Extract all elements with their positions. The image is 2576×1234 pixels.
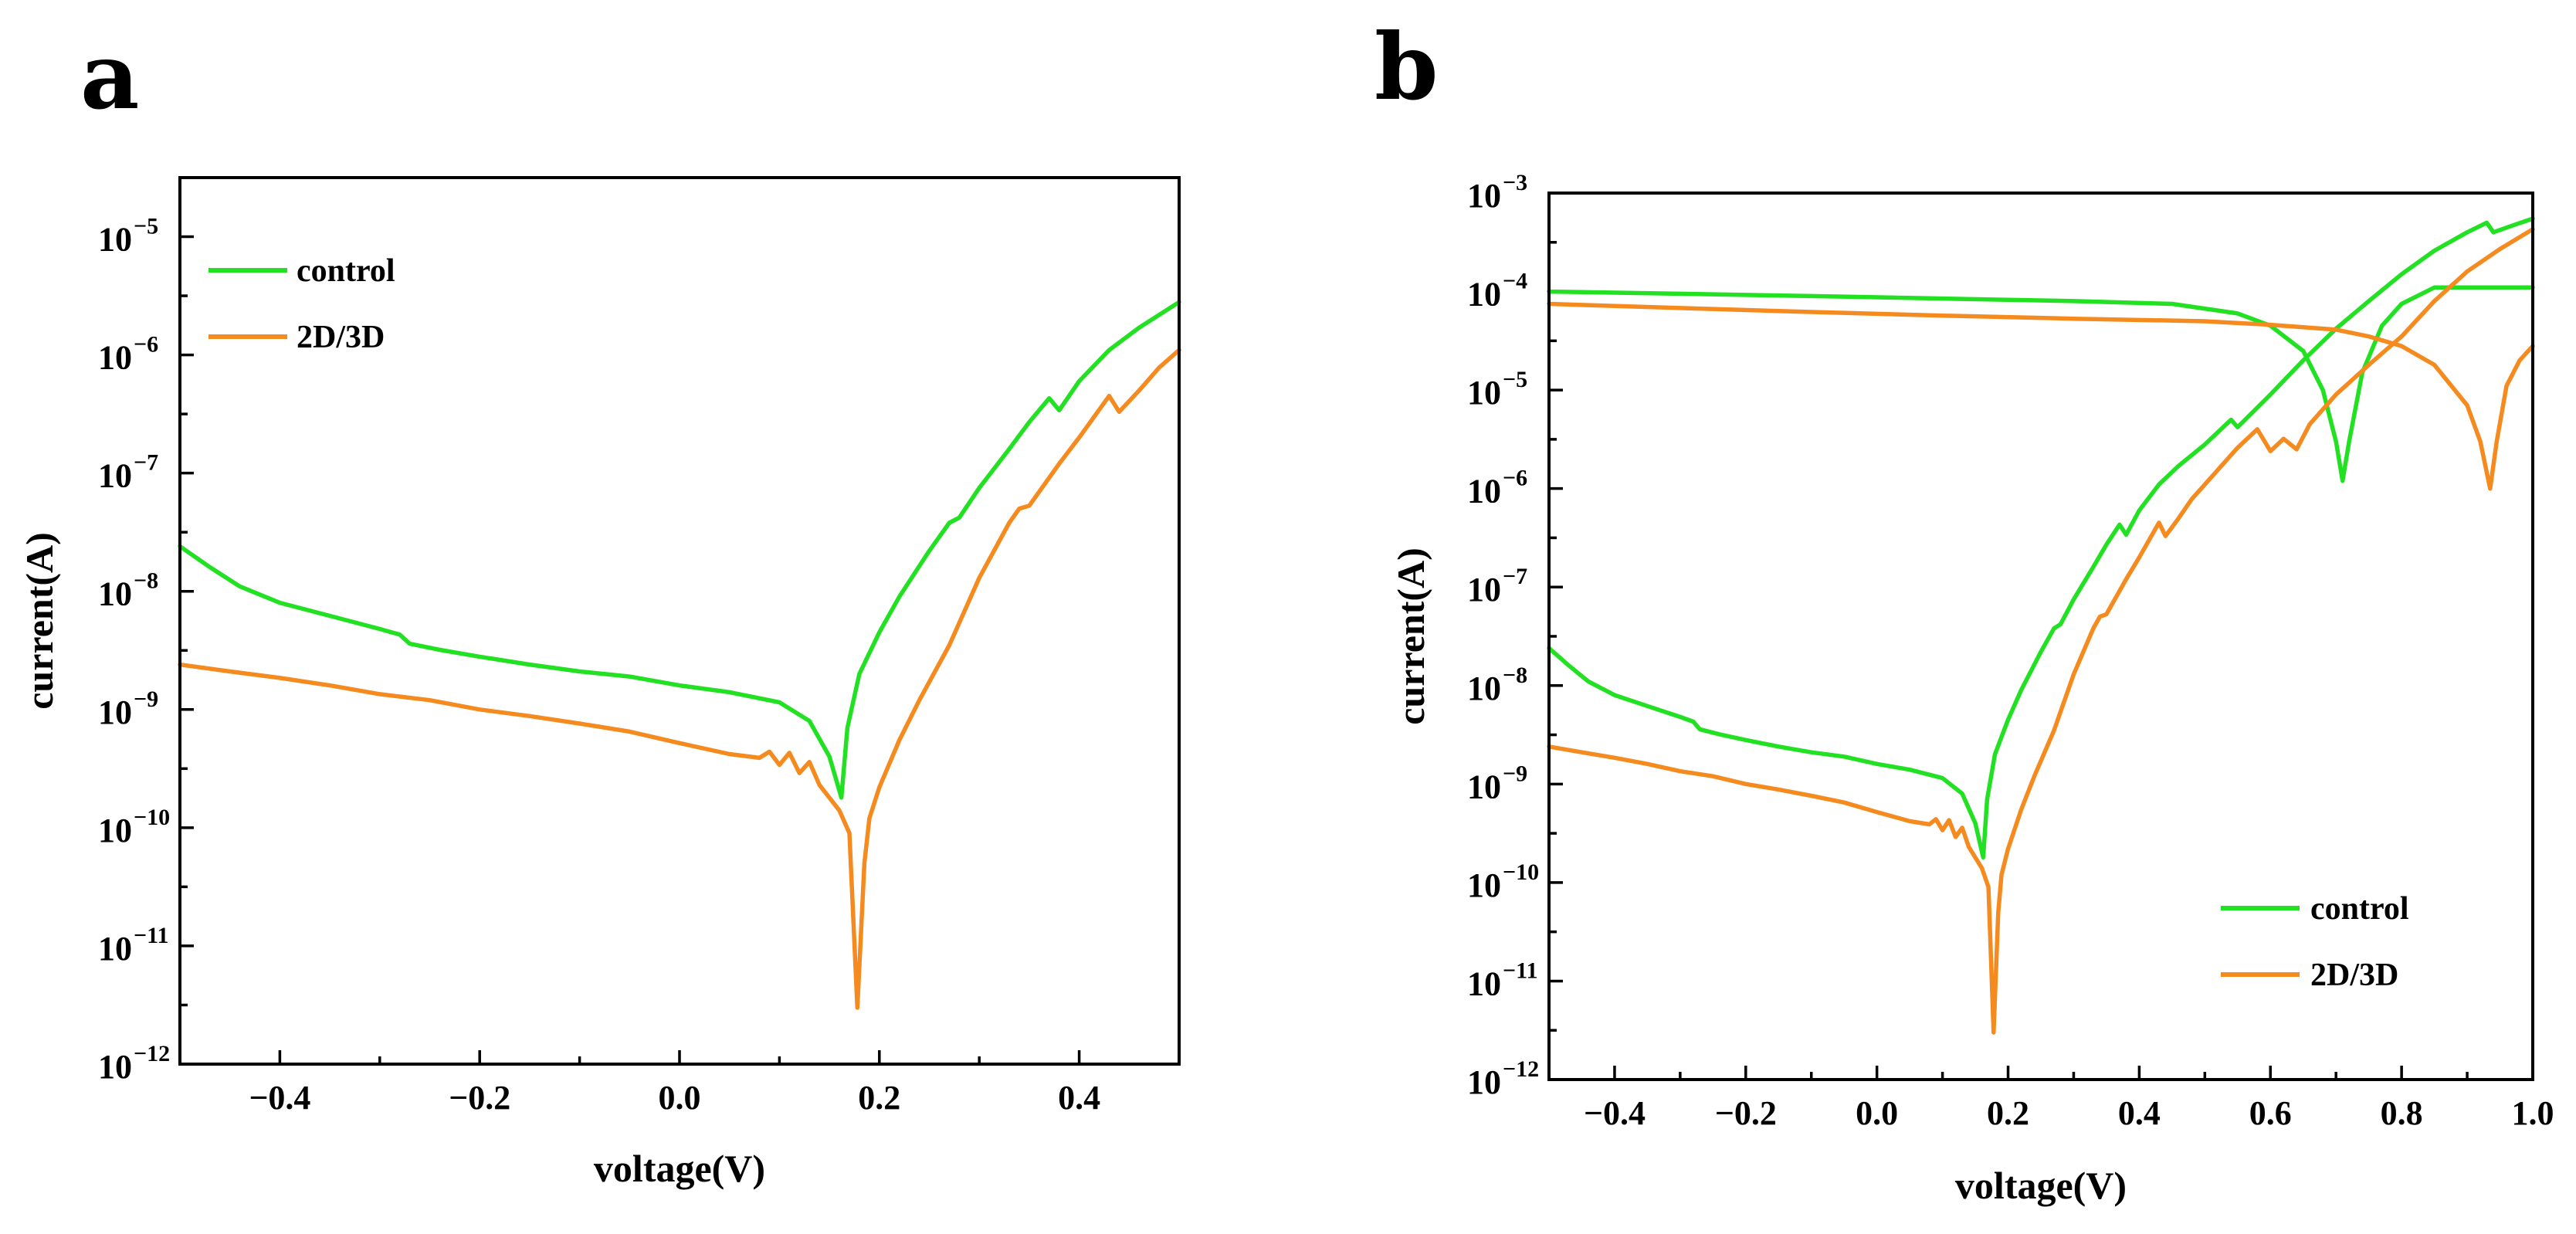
x-tick-label: 0.2 <box>1987 1094 2029 1132</box>
y-tick-label: 10 <box>98 575 132 613</box>
y-tick-exponent: −11 <box>134 923 168 948</box>
y-tick-label: 10 <box>98 457 132 495</box>
y-tick-label: 10 <box>1467 276 1501 314</box>
y-tick-exponent: −8 <box>1503 663 1527 688</box>
x-tick-label: −0.4 <box>249 1079 310 1117</box>
y-tick-label: 10 <box>1467 670 1501 707</box>
y-tick-label: 10 <box>1467 768 1501 805</box>
x-tick-label: −0.2 <box>449 1079 510 1117</box>
y-tick-label: 10 <box>98 339 132 377</box>
panel-label-b: b <box>1374 13 1439 120</box>
y-tick-exponent: −5 <box>1503 367 1527 392</box>
chart-a-x-axis-title: voltage(V) <box>594 1147 765 1190</box>
y-tick-label: 10 <box>1467 1063 1501 1101</box>
legend-a-control-label: control <box>297 253 395 289</box>
legend-a-2d3d-label: 2D/3D <box>297 320 385 355</box>
chart-b-series <box>1547 216 2535 1035</box>
series-line-control-0 <box>178 300 1181 800</box>
chart-b-x-tick-labels: −0.4 −0.2 0.0 0.2 0.4 0.6 0.8 1.0 <box>1584 1094 2554 1132</box>
x-tick-label: 0.4 <box>1058 1079 1100 1117</box>
x-tick-label: 1.0 <box>2512 1094 2554 1132</box>
chart-a-y-axis-title: current(A) <box>18 532 61 710</box>
y-tick-label: 10 <box>98 1048 132 1086</box>
y-tick-label: 10 <box>1467 571 1501 609</box>
x-tick-label: 0.4 <box>2118 1094 2161 1132</box>
y-tick-exponent: −6 <box>134 332 158 358</box>
series-line-control-0 <box>1547 216 2535 860</box>
y-tick-exponent: −10 <box>1503 859 1539 885</box>
chart-b-y-axis-title: current(A) <box>1389 548 1432 725</box>
y-tick-exponent: −11 <box>1503 958 1537 983</box>
y-tick-exponent: −10 <box>134 805 170 830</box>
y-tick-exponent: −9 <box>134 686 158 712</box>
x-tick-label: 0.0 <box>659 1079 701 1117</box>
y-tick-exponent: −7 <box>134 450 158 476</box>
chart-a-x-tick-labels: −0.4 −0.2 0.0 0.2 0.4 <box>249 1079 1100 1117</box>
series-line-2d3d-3 <box>1547 301 2535 491</box>
y-tick-exponent: −3 <box>1503 170 1527 195</box>
chart-a-frame <box>178 176 1181 1066</box>
y-tick-label: 10 <box>1467 473 1501 510</box>
chart-b-legend: control 2D/3D <box>2221 891 2409 993</box>
y-tick-exponent: −9 <box>1503 761 1527 786</box>
y-tick-exponent: −7 <box>1503 564 1527 589</box>
series-line-2d3d-2 <box>1547 227 2535 1035</box>
x-tick-label: −0.2 <box>1715 1094 1777 1132</box>
x-tick-label: 0.0 <box>1856 1094 1898 1132</box>
legend-b-control-label: control <box>2310 891 2409 927</box>
y-tick-exponent: −6 <box>1503 466 1527 491</box>
x-tick-label: 0.8 <box>2381 1094 2423 1132</box>
y-tick-label: 10 <box>98 693 132 731</box>
y-tick-label: 10 <box>1467 374 1501 412</box>
x-tick-label: 0.2 <box>858 1079 900 1117</box>
x-tick-label: 0.6 <box>2249 1094 2292 1132</box>
legend-b-2d3d-label: 2D/3D <box>2310 958 2398 993</box>
chart-a-series <box>178 300 1181 1010</box>
panel-label-a: a <box>80 22 139 130</box>
y-tick-label: 10 <box>98 930 132 968</box>
series-line-2d3d-1 <box>178 347 1181 1010</box>
series-line-control-1 <box>1547 285 2535 483</box>
chart-b-x-axis-title: voltage(V) <box>1955 1164 2127 1207</box>
y-tick-label: 10 <box>1467 177 1501 215</box>
y-tick-exponent: −4 <box>1503 269 1527 294</box>
y-tick-label: 10 <box>98 221 132 259</box>
y-tick-exponent: −5 <box>134 214 158 239</box>
y-tick-label: 10 <box>1467 964 1501 1002</box>
x-tick-label: −0.4 <box>1584 1094 1646 1132</box>
chart-a-ticks <box>178 235 1181 1066</box>
y-tick-exponent: −12 <box>134 1041 170 1066</box>
y-tick-exponent: −12 <box>1503 1056 1539 1082</box>
y-tick-exponent: −8 <box>134 568 158 594</box>
y-tick-label: 10 <box>1467 866 1501 904</box>
y-tick-label: 10 <box>98 812 132 849</box>
chart-a-legend: control 2D/3D <box>208 253 395 355</box>
chart-b-ticks <box>1547 192 2534 1081</box>
chart-b-frame <box>1547 192 2534 1081</box>
